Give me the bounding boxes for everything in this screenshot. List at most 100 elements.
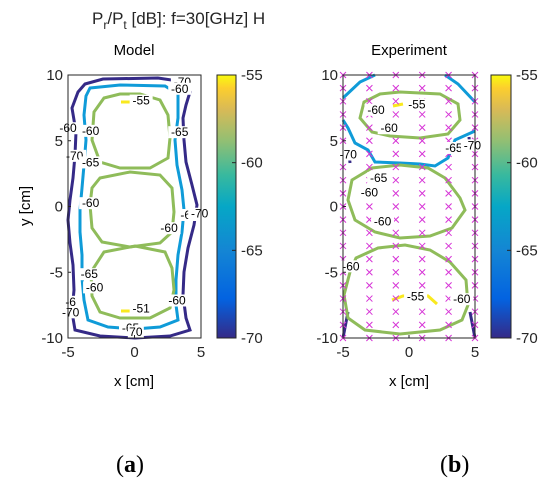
measurement-point-marker bbox=[418, 242, 426, 250]
measurement-point-marker bbox=[418, 255, 426, 263]
experiment-contour-label: -60 bbox=[367, 103, 385, 117]
model-contour-60-top bbox=[90, 92, 172, 170]
model-colorbar-tick-label: -70 bbox=[241, 330, 263, 347]
model-y-tick-label: 0 bbox=[55, 199, 63, 216]
measurement-point-marker bbox=[392, 229, 400, 237]
measurement-point-marker bbox=[366, 229, 373, 237]
measurement-point-marker bbox=[445, 189, 452, 197]
model-contour-label: -55 bbox=[132, 94, 150, 108]
model-colorbar-gradient bbox=[216, 74, 237, 339]
measurement-point-marker bbox=[445, 268, 452, 276]
model-contour-label-bg bbox=[129, 94, 153, 107]
measurement-point-marker bbox=[418, 176, 426, 184]
measurement-point-marker bbox=[366, 268, 373, 276]
exp-contour-60-top bbox=[358, 90, 462, 140]
experiment-colorbar-ticks: -55 -60 -65 -70 bbox=[507, 67, 538, 347]
experiment-contour-label: -70 bbox=[464, 138, 482, 152]
measurement-point-marker bbox=[392, 176, 400, 184]
measurement-point-marker bbox=[418, 137, 426, 145]
model-y-axis-label: y [cm] bbox=[17, 186, 34, 226]
model-contour-label: -70 bbox=[191, 207, 209, 221]
measurement-point-marker bbox=[366, 97, 373, 105]
model-contour-label-bg bbox=[79, 156, 103, 169]
model-contour-label-bg bbox=[62, 295, 79, 308]
measurement-point-marker bbox=[418, 163, 426, 171]
measurement-point-marker bbox=[445, 84, 452, 92]
model-y-tick-label: 5 bbox=[55, 133, 63, 150]
model-colorbar-tick-label: -60 bbox=[241, 155, 263, 172]
measurement-point-marker bbox=[392, 150, 400, 158]
model-contour-label: -60 bbox=[171, 82, 189, 96]
model-contour-label-bg bbox=[165, 294, 189, 307]
experiment-y-tick-label: 5 bbox=[330, 133, 338, 150]
model-contour-labels: -70-60-55-65-60-60-70-65-60-65-70-60-65-… bbox=[56, 75, 212, 339]
model-contour-label: -65 bbox=[81, 267, 99, 281]
model-contour-label-bg bbox=[79, 124, 103, 137]
model-contour-label: -6 bbox=[65, 295, 76, 309]
experiment-contour-label: -60 bbox=[342, 259, 360, 273]
measurement-point-marker bbox=[418, 203, 426, 210]
model-contour-label: -60 bbox=[160, 221, 178, 235]
model-x-axis-label: x [cm] bbox=[114, 373, 154, 390]
exp-contour-70-right-bot bbox=[468, 311, 477, 339]
experiment-contour-label: -60 bbox=[374, 215, 392, 229]
model-panel: Model -70-60-55-65-60-60-70-65-60-65-70-… bbox=[17, 42, 212, 390]
measurement-point-marker bbox=[366, 282, 373, 289]
measurement-point-marker bbox=[366, 163, 373, 171]
model-contour-label-bg bbox=[129, 302, 153, 315]
measurement-point-marker bbox=[445, 124, 452, 131]
model-y-tick-label: -10 bbox=[41, 330, 63, 347]
model-colorbar: -55 -60 -65 -70 bbox=[216, 67, 263, 347]
model-contour-label-bg bbox=[168, 126, 192, 139]
experiment-contour-label-bg bbox=[377, 122, 401, 135]
measurement-point-marker bbox=[445, 97, 452, 105]
model-colorbar-tick-label: -65 bbox=[241, 242, 263, 259]
model-contour-label: -65 bbox=[82, 155, 100, 169]
measurement-point-marker bbox=[392, 268, 400, 276]
measurement-point-marker bbox=[418, 84, 426, 92]
experiment-contour-label: -70 bbox=[340, 148, 358, 162]
model-contour-label-bg bbox=[188, 207, 212, 220]
experiment-colorbar-tick-label: -70 bbox=[516, 330, 538, 347]
experiment-colorbar-tick-label: -55 bbox=[516, 67, 538, 84]
model-contour-label: -60 bbox=[168, 293, 186, 307]
experiment-panel: Experiment -60 -55-60-65 -70-70-65-60-60-6… bbox=[316, 42, 484, 390]
experiment-x-tick-label: 0 bbox=[405, 344, 413, 361]
model-contour-60-mid bbox=[88, 170, 176, 249]
model-contour-label-bg bbox=[79, 197, 103, 210]
model-contour-label: -60 bbox=[82, 196, 100, 210]
experiment-y-tick-label: 10 bbox=[321, 67, 338, 84]
measurement-point-marker bbox=[445, 111, 452, 118]
model-contour-label: -60 bbox=[86, 280, 104, 294]
measurement-point-marker bbox=[418, 268, 426, 276]
model-x-tick-label: 5 bbox=[197, 344, 205, 361]
measurement-point-marker bbox=[392, 255, 400, 263]
measurement-point-marker bbox=[366, 295, 373, 302]
measurement-point-marker bbox=[366, 255, 373, 263]
experiment-title: Experiment bbox=[371, 42, 448, 59]
experiment-contour-label: -60 bbox=[361, 186, 379, 200]
measurement-point-marker bbox=[418, 124, 426, 131]
model-contour-label-bg bbox=[127, 326, 144, 339]
measurement-point-marker bbox=[418, 321, 426, 329]
exp-contour-60-mid bbox=[346, 163, 467, 240]
measurement-point-marker bbox=[392, 242, 400, 250]
experiment-y-tick-label: 0 bbox=[330, 199, 338, 216]
measurement-point-marker bbox=[445, 216, 452, 224]
experiment-contour-label-bg bbox=[405, 98, 429, 111]
model-contour-label-bg bbox=[59, 306, 83, 319]
measurement-point-marker bbox=[392, 137, 400, 145]
experiment-contour-label-bg bbox=[460, 139, 484, 152]
model-contour-70 bbox=[66, 76, 199, 340]
experiment-contour-label-bg bbox=[371, 215, 395, 228]
experiment-contour-label: -60 bbox=[453, 292, 471, 306]
measurement-point-marker bbox=[392, 189, 400, 197]
measurement-point-marker bbox=[445, 163, 452, 171]
measurement-point-marker bbox=[366, 321, 373, 329]
experiment-x-tick-label: 5 bbox=[471, 344, 479, 361]
measurement-point-marker bbox=[392, 308, 400, 316]
experiment-colorbar-tick-label: -60 bbox=[516, 155, 538, 172]
exp-contour-55-top bbox=[392, 102, 404, 108]
